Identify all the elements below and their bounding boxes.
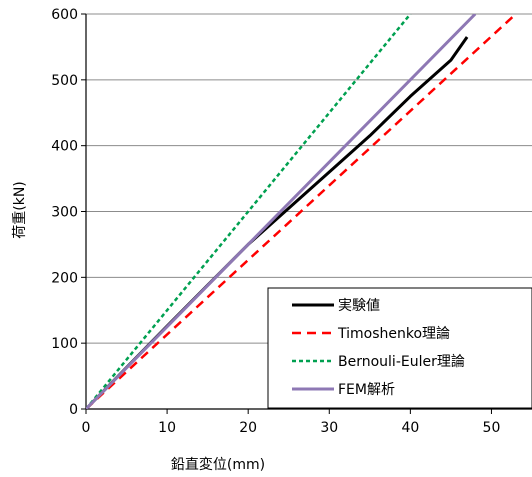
axes	[81, 13, 532, 414]
tick-labels: 0 100 200 300 400 500 600 0 10 20 30 40 50	[51, 7, 500, 436]
legend-label: FEM解析	[338, 382, 395, 398]
legend: 実験値 Timoshenko理論 Bernouli-Euler理論 FEM解析	[267, 287, 532, 409]
legend-label: Timoshenko理論	[337, 326, 450, 342]
y-tick-label: 0	[69, 402, 78, 418]
x-tick-label: 0	[82, 420, 91, 436]
series-line-1	[86, 14, 517, 409]
y-tick-label: 100	[51, 336, 78, 352]
x-tick-label: 40	[401, 420, 419, 436]
x-tick-label: 50	[483, 420, 501, 436]
y-tick-label: 500	[51, 73, 78, 89]
legend-label: Bernouli-Euler理論	[338, 354, 465, 370]
x-tick-label: 30	[320, 420, 338, 436]
x-axis-title: 鉛直変位(mm)	[171, 456, 265, 473]
series-lines	[86, 14, 517, 409]
y-tick-label: 400	[51, 139, 78, 155]
series-line-2	[86, 14, 412, 409]
y-tick-label: 200	[51, 270, 78, 286]
y-tick-label: 300	[51, 205, 78, 221]
y-axis-title: 荷重(kN)	[12, 181, 28, 239]
y-tick-label: 600	[51, 7, 78, 23]
legend-label: 実験値	[338, 298, 380, 314]
x-tick-label: 10	[158, 420, 176, 436]
series-line-3	[86, 14, 477, 409]
x-tick-label: 20	[239, 420, 257, 436]
